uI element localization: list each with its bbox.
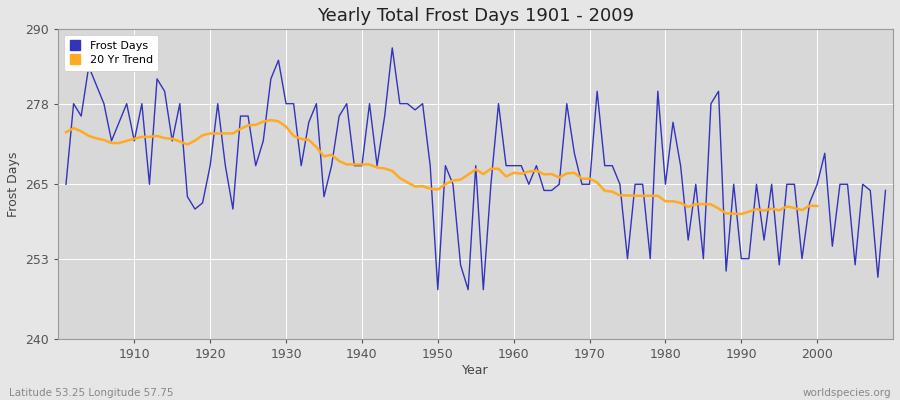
Legend: Frost Days, 20 Yr Trend: Frost Days, 20 Yr Trend bbox=[64, 35, 158, 71]
X-axis label: Year: Year bbox=[463, 364, 489, 377]
Y-axis label: Frost Days: Frost Days bbox=[7, 152, 20, 217]
Text: Latitude 53.25 Longitude 57.75: Latitude 53.25 Longitude 57.75 bbox=[9, 388, 174, 398]
Text: worldspecies.org: worldspecies.org bbox=[803, 388, 891, 398]
Title: Yearly Total Frost Days 1901 - 2009: Yearly Total Frost Days 1901 - 2009 bbox=[317, 7, 634, 25]
